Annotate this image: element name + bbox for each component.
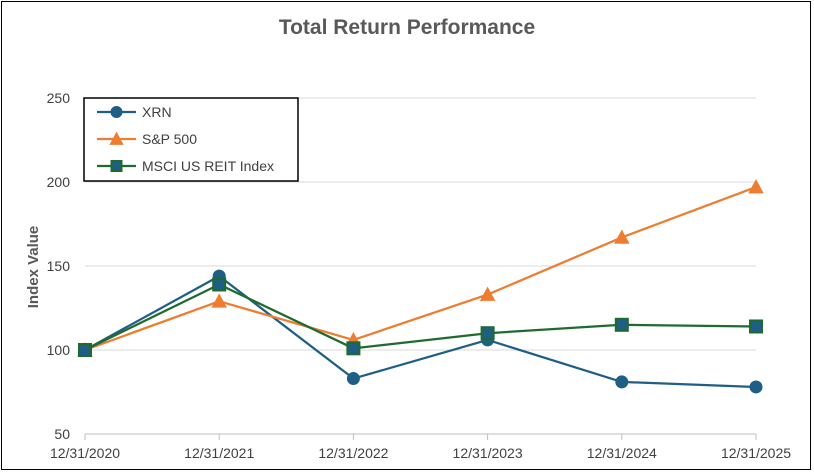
chart-title: Total Return Performance: [279, 16, 535, 39]
series-xrn: [78, 269, 763, 394]
legend-label: S&P 500: [142, 131, 197, 147]
series-msci-us-reit-index: [78, 277, 763, 357]
y-tick-label: 200: [47, 174, 71, 190]
legend-marker-swatch: [110, 106, 123, 118]
y-tick-label: 250: [47, 90, 71, 106]
y-tick-label: 150: [47, 258, 71, 274]
data-point: [748, 179, 764, 194]
legend-item: S&P 500: [97, 131, 197, 147]
data-point: [78, 343, 92, 357]
series-s-p-500: [77, 179, 764, 357]
data-point: [479, 286, 496, 301]
legend-label: XRN: [142, 104, 172, 120]
series-lines: [77, 179, 764, 394]
data-point: [346, 341, 361, 356]
x-tick-label: 12/31/2022: [318, 445, 388, 461]
x-tick-label: 12/31/2024: [587, 445, 657, 461]
data-point: [346, 372, 360, 386]
y-axis-ticks: 50 100 150 200 250: [47, 90, 71, 442]
legend-marker-swatch: [109, 131, 124, 145]
data-point: [614, 229, 630, 244]
x-axis: [84, 433, 757, 440]
data-point: [749, 319, 763, 334]
legend-item: XRN: [97, 104, 172, 120]
legend-item: MSCI US REIT Index: [97, 158, 274, 174]
legend: XRN S&P 500 MSCI US REIT Index: [83, 97, 299, 182]
data-point: [212, 277, 227, 292]
series-line: [84, 274, 757, 389]
y-tick-label: 50: [54, 426, 70, 442]
data-point: [615, 375, 629, 389]
data-point: [211, 293, 227, 308]
series-line: [84, 283, 757, 352]
y-tick-label: 100: [47, 342, 71, 358]
x-tick-label: 12/31/2021: [184, 445, 254, 461]
gridlines: [85, 97, 756, 351]
x-tick-label: 12/31/2023: [453, 445, 523, 461]
x-axis-ticks: 12/31/2020 12/31/2021 12/31/2022 12/31/2023…: [50, 445, 791, 461]
data-point: [614, 317, 629, 332]
y-axis-title: Index Value: [25, 226, 42, 309]
legend-label: MSCI US REIT Index: [142, 158, 274, 174]
x-tick-label: 12/31/2025: [721, 445, 791, 461]
data-point: [480, 326, 495, 341]
series-line: [84, 185, 757, 352]
data-point: [749, 380, 763, 394]
legend-marker-swatch: [110, 160, 123, 172]
x-tick-label: 12/31/2020: [50, 445, 120, 461]
